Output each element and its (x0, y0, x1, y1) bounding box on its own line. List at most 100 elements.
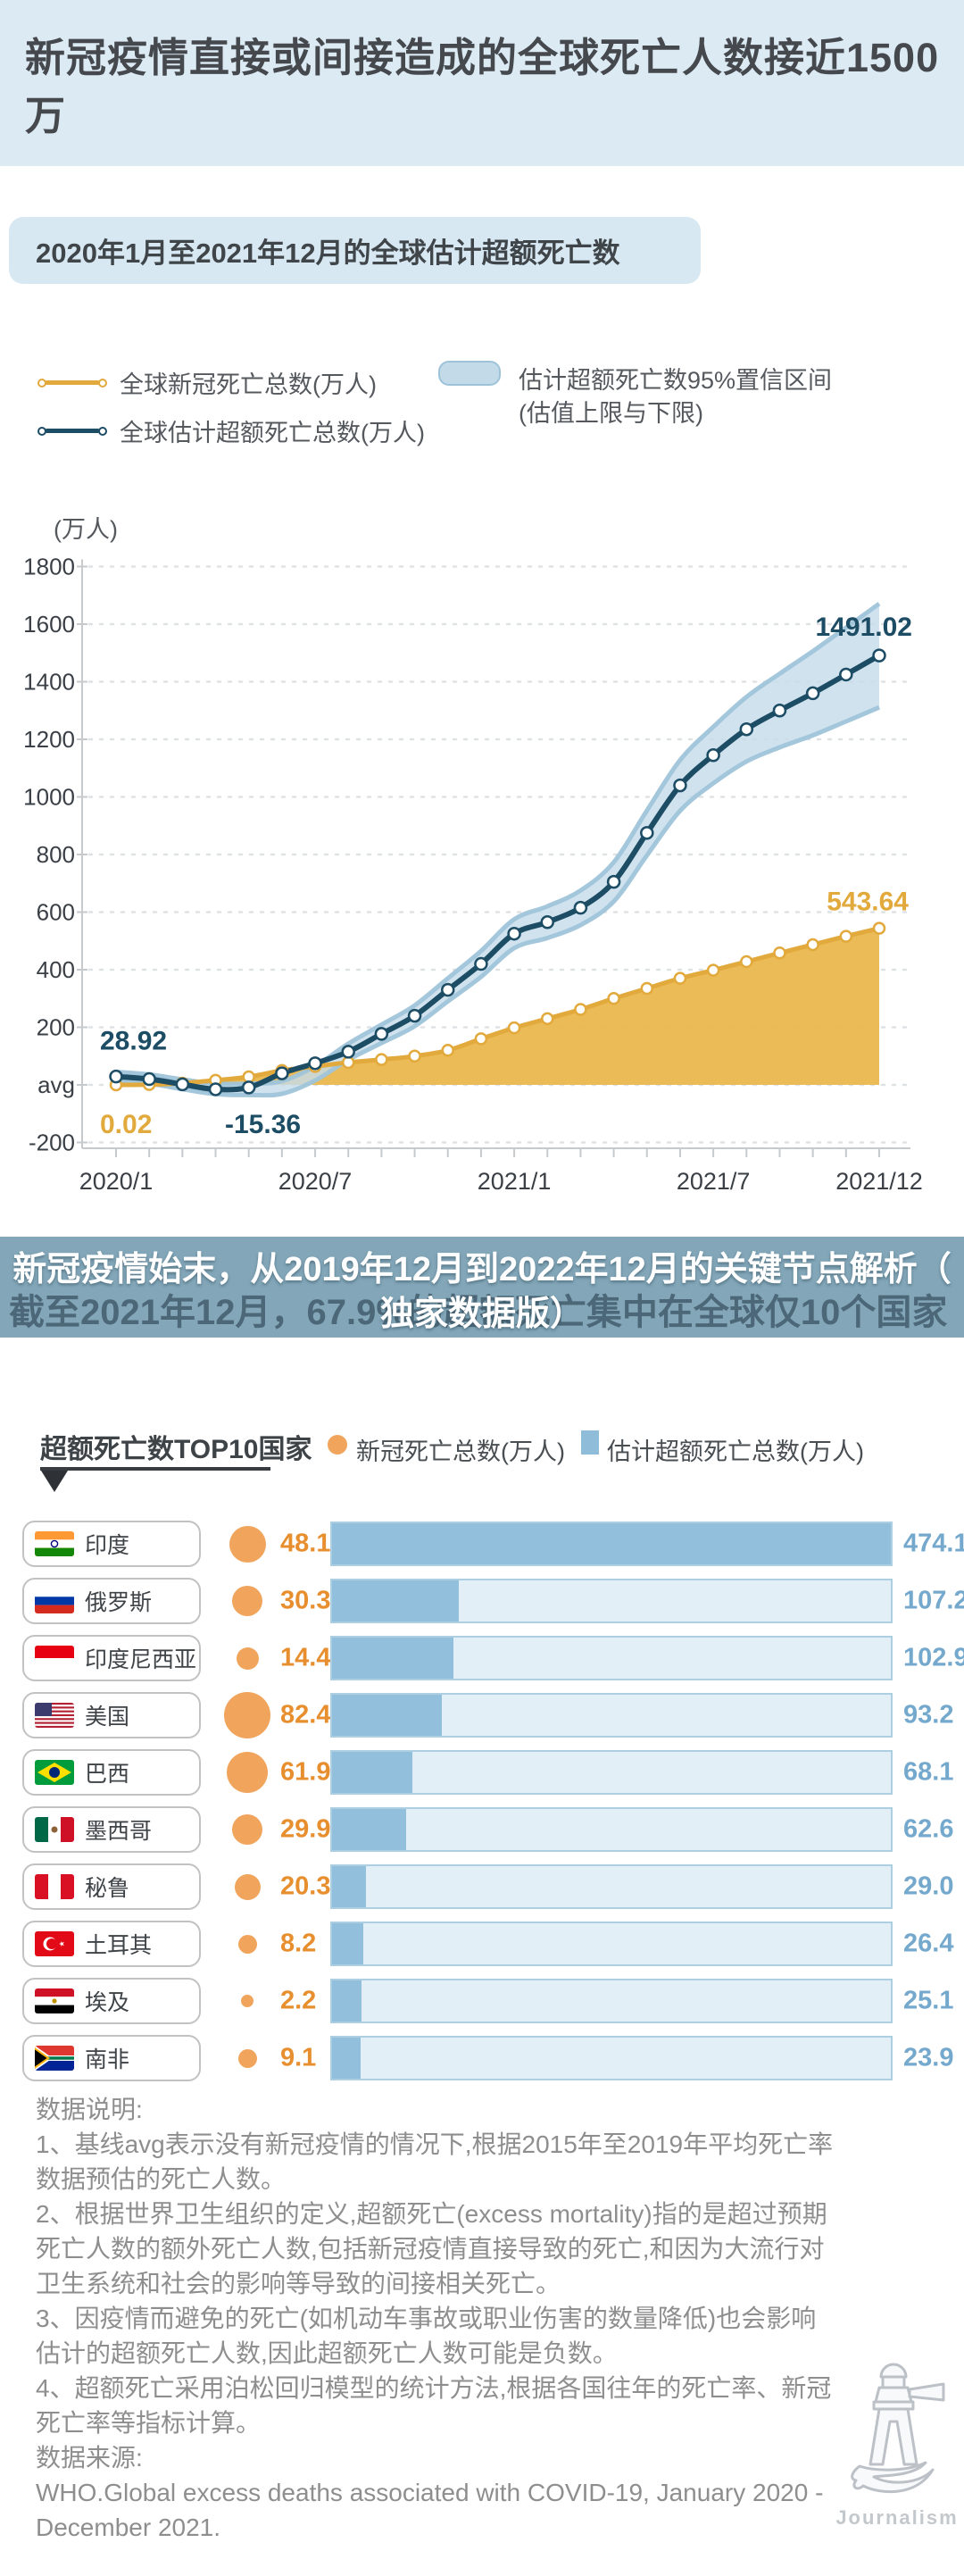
covid-circle-icon (234, 1873, 261, 1900)
country-card: 土耳其 (22, 1921, 201, 1967)
bar-track (330, 1521, 893, 1566)
notes-label: 数据说明: (36, 2096, 143, 2123)
svg-text:28.92: 28.92 (100, 1027, 167, 1056)
header-band: 新冠疫情直接或间接造成的全球死亡人数接近1500万 (0, 0, 964, 166)
covid-circle-wrap (219, 1690, 276, 1740)
top10-legend-excess-label: 估计超额死亡总数(万人) (607, 1438, 864, 1465)
covid-circle-wrap (219, 1576, 276, 1626)
country-name: 印度 (85, 1533, 130, 1558)
excess-value: 62.6 (903, 1814, 954, 1844)
flag-br-icon (35, 1760, 74, 1785)
banner-line2: 独家数据版） (379, 1296, 584, 1333)
svg-text:(万人): (万人) (54, 516, 118, 543)
bar-fill (332, 2038, 361, 2079)
flag-za-icon (35, 2046, 74, 2071)
covid-circle-wrap (219, 1805, 276, 1855)
svg-text:-200: -200 (29, 1130, 75, 1156)
subtitle-text: 2020年1月至2021年12月的全球估计超额死亡数 (36, 238, 620, 269)
country-name: 秘鲁 (85, 1876, 130, 1901)
table-row: 巴西 61.9 68.1 (0, 1744, 964, 1801)
excess-value: 29.0 (903, 1872, 954, 1901)
svg-text:2021/12: 2021/12 (835, 1168, 923, 1195)
svg-text:2021/1: 2021/1 (478, 1168, 552, 1195)
bar-fill (332, 1866, 367, 1907)
table-row: 秘鲁 20.3 29.0 (0, 1858, 964, 1915)
notes-section: 数据说明: 1、基线avg表示没有新冠疫情的情况下,根据2015年至2019年平… (36, 2092, 839, 2545)
table-row: 土耳其 8.2 26.4 (0, 1915, 964, 1972)
lighthouse-icon (851, 2363, 945, 2494)
covid-value: 82.4 (280, 1700, 331, 1730)
source-text: WHO.Global excess deaths associated with… (36, 2479, 824, 2541)
ci-swatch-icon (438, 361, 501, 386)
covid-line-icon (45, 380, 100, 385)
flag-in-icon (35, 1531, 74, 1556)
excess-value: 474.1 (903, 1529, 964, 1558)
country-card: 俄罗斯 (22, 1578, 201, 1624)
covid-value: 14.4 (280, 1643, 331, 1672)
svg-text:2021/7: 2021/7 (677, 1168, 751, 1195)
covid-circle-wrap (219, 1862, 276, 1912)
bar-track (330, 1979, 893, 2023)
svg-text:1400: 1400 (23, 669, 75, 696)
flag-ru-icon (35, 1588, 74, 1613)
country-name: 巴西 (85, 1762, 130, 1787)
covid-circle-wrap (219, 1747, 276, 1797)
logo-text: Journalism (835, 2506, 959, 2529)
country-card: 巴西 (22, 1749, 201, 1796)
covid-circle-icon (241, 1995, 253, 2007)
covid-circle-icon (237, 1934, 257, 1954)
table-row: 俄罗斯 30.3 107.2 (0, 1572, 964, 1630)
covid-circle-wrap (219, 1919, 276, 1969)
top10-heading: 超额死亡数TOP10国家 (40, 1435, 312, 1464)
line-chart-svg: (万人) -200 avg 200 400 600 800 1000 1200 1400 1600 1… (23, 516, 923, 1195)
covid-value: 8.2 (280, 1929, 317, 1958)
top10-triangle-icon (41, 1471, 68, 1492)
banner-line1: 新冠疫情始末，从2019年12月到2022年12月的关键节点解析（ (12, 1251, 952, 1288)
svg-text:2020/1: 2020/1 (79, 1168, 154, 1195)
table-row: 印度 48.1 474.1 (0, 1515, 964, 1572)
svg-text:200: 200 (37, 1014, 75, 1041)
covid-circle-icon (237, 2048, 257, 2068)
bar-fill (332, 1523, 891, 1564)
bar-track (330, 1807, 893, 1852)
bar-track (330, 1579, 893, 1623)
covid-circle-icon (236, 1646, 259, 1670)
country-name: 印度尼西亚 (85, 1647, 197, 1672)
excess-value: 26.4 (903, 1929, 954, 1958)
excess-value: 25.1 (903, 1986, 954, 2015)
flag-mx-icon (35, 1817, 74, 1842)
country-name: 埃及 (85, 1990, 130, 2015)
svg-text:1600: 1600 (23, 611, 75, 638)
covid-value: 48.1 (280, 1529, 331, 1558)
country-card: 墨西哥 (22, 1806, 201, 1853)
table-row: 埃及 2.2 25.1 (0, 1972, 964, 2030)
covid-value: 30.3 (280, 1586, 331, 1615)
top10-legend-covid-dot-icon (328, 1435, 347, 1455)
country-card: 秘鲁 (22, 1863, 201, 1910)
source-label: 数据来源: (36, 2444, 143, 2472)
country-name: 土耳其 (85, 1933, 153, 1958)
legend-excess-label: 全球估计超额死亡总数(万人) (120, 420, 425, 446)
table-row: 印度尼西亚 14.4 102.9 (0, 1630, 964, 1687)
covid-line-end-icon (98, 378, 107, 388)
svg-text:1491.02: 1491.02 (816, 613, 912, 642)
excess-value: 68.1 (903, 1757, 954, 1787)
covid-value: 20.3 (280, 1872, 331, 1901)
top10-bar-chart: 印度 48.1 474.1 俄罗斯 30.3 107.2 印度尼西亚 14.4 102.9 美国 8… (0, 1515, 964, 2087)
bar-fill (332, 1580, 459, 1621)
covid-value: 2.2 (280, 1986, 317, 2015)
country-card: 印度尼西亚 (22, 1635, 201, 1681)
country-card: 埃及 (22, 1978, 201, 2024)
bar-track (330, 1693, 893, 1738)
bar-fill (332, 1809, 406, 1850)
banner (0, 1237, 964, 1338)
covid-circle-icon (224, 1692, 270, 1738)
svg-text:1000: 1000 (23, 784, 75, 811)
svg-text:0.02: 0.02 (100, 1110, 152, 1139)
svg-text:1800: 1800 (23, 554, 75, 580)
table-row: 墨西哥 29.9 62.6 (0, 1801, 964, 1858)
country-name: 俄罗斯 (85, 1590, 153, 1615)
bar-track (330, 1922, 893, 1966)
background-heading: 截至2021年12月，67.9%的超额死亡集中在全球仅10个国家 (9, 1293, 948, 1332)
bar-track (330, 1864, 893, 1909)
